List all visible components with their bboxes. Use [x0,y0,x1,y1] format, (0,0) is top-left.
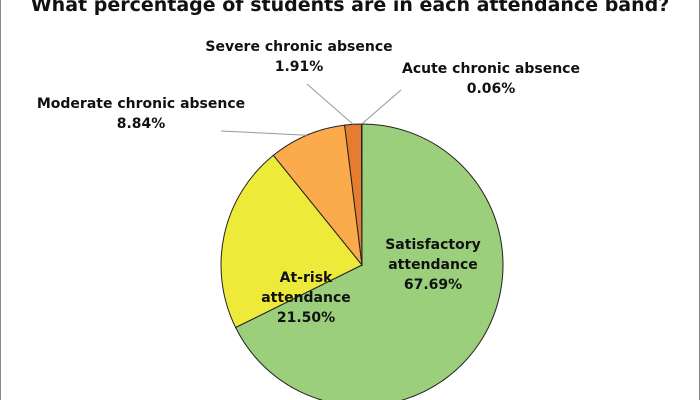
value-label: 1.91% [274,59,324,75]
category-label: At-risk attendance [261,270,351,306]
data-label: Satisfactory attendance 67.69% [378,235,488,295]
pie-slice [220,154,363,329]
value-label: 21.50% [276,310,336,326]
category-label: Severe chronic absence [205,39,393,55]
leader-line [306,83,354,125]
chart-title: What percentage of students are in each … [30,0,670,16]
data-label: Acute chronic absence 0.06% [391,59,591,99]
value-label: 67.69% [403,277,463,293]
data-label: Moderate chronic absence 8.84% [21,94,261,134]
category-label: Moderate chronic absence [36,96,246,112]
value-label: 8.84% [116,116,166,132]
data-label: Severe chronic absence 1.91% [199,37,399,77]
pie-slice [234,123,504,400]
category-label: Satisfactory attendance [385,237,481,273]
category-label: Acute chronic absence [402,61,580,77]
value-label: 0.06% [466,81,516,97]
pie-slice [360,123,363,266]
leader-line [361,89,402,125]
leader-line [220,130,307,136]
data-label: At-risk attendance 21.50% [256,268,356,328]
